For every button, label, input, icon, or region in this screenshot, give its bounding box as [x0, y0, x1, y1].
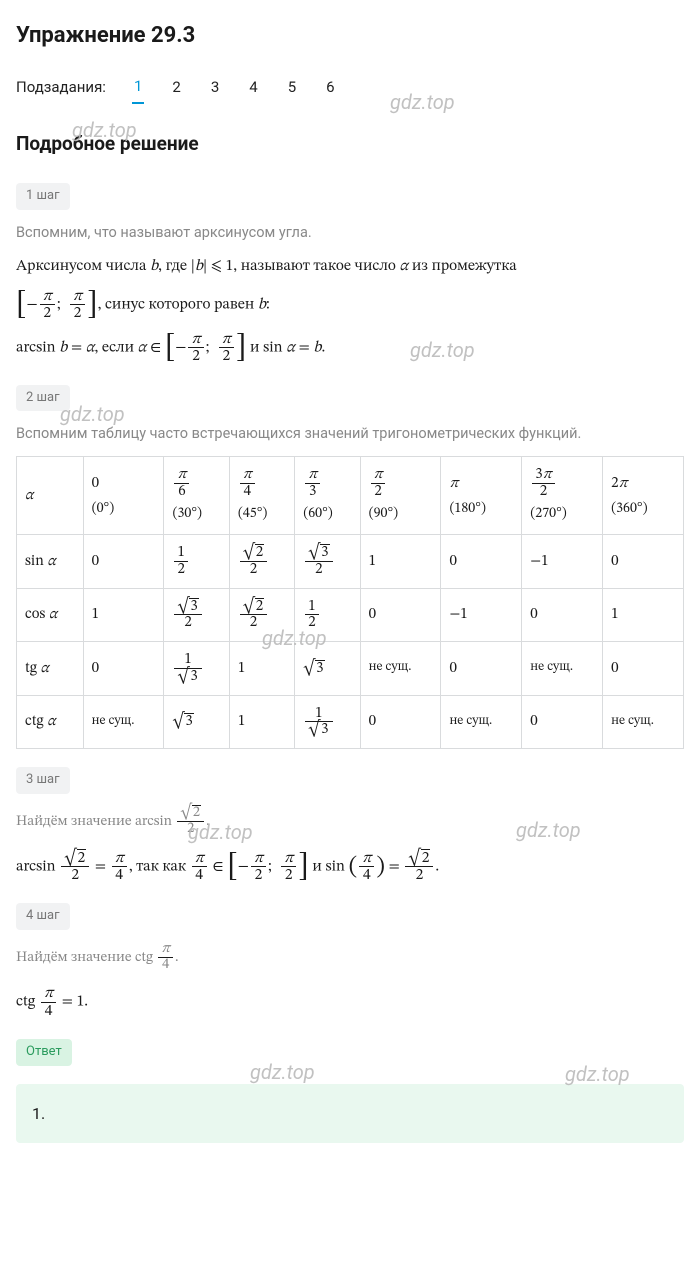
table-cell: 0	[441, 535, 522, 589]
table-row: tg α 0 13 1 3 не сущ. 0 не сущ. 0	[17, 642, 684, 696]
table-cell: 0	[360, 588, 441, 642]
step-intro: Вспомним таблицу часто встречающихся зна…	[16, 423, 684, 444]
table-cell: 1	[603, 588, 684, 642]
table-cell: π4(45°)	[229, 457, 294, 535]
step-body-line: ctg π4 = 1.	[16, 985, 684, 1019]
table-cell: 1	[83, 588, 164, 642]
table-cell: 13	[295, 695, 360, 749]
table-row: ctg α не сущ. 3 1 13 0 не сущ. 0 не сущ.	[17, 695, 684, 749]
table-cell: 3π2(270°)	[522, 457, 603, 535]
table-cell: не сущ.	[83, 695, 164, 749]
subtask-5[interactable]: 5	[286, 73, 298, 103]
table-cell: 0	[83, 642, 164, 696]
step-body-line: arcsin b = α, если α ∈ [−π2; π2] и sin α…	[16, 331, 684, 365]
table-row: sin α 0 12 22 32 1 0 −1 0	[17, 535, 684, 589]
subtasks-nav: Подзадания: 1 2 3 4 5 6	[16, 72, 684, 104]
table-cell: ctg α	[17, 695, 84, 749]
step-badge: 1 шаг	[16, 183, 70, 210]
table-cell: не сущ.	[522, 642, 603, 696]
table-cell: 1	[229, 695, 294, 749]
subtask-1[interactable]: 1	[132, 72, 144, 104]
table-cell: 3	[164, 695, 229, 749]
table-cell: не сущ.	[441, 695, 522, 749]
step-1: 1 шаг Вспомним, что называют арксинусом …	[16, 173, 684, 364]
table-row: α 0(0°) π6(30°) π4(45°) π3(60°) π2(90°) …	[17, 457, 684, 535]
solution-title: Подробное решение	[16, 130, 684, 158]
table-cell: 0	[441, 642, 522, 696]
step-body-line: arcsin 22 = π4, так как π4 ∈ [−π2; π2] и…	[16, 850, 684, 884]
table-cell: 1	[360, 535, 441, 589]
step-2: 2 шаг Вспомним таблицу часто встречающих…	[16, 375, 684, 750]
table-cell: 2π(360°)	[603, 457, 684, 535]
subtask-3[interactable]: 3	[209, 73, 221, 103]
step-intro: Найдём значение arcsin 22.	[16, 806, 684, 837]
table-cell: π6(30°)	[164, 457, 229, 535]
step-badge: 3 шаг	[16, 767, 70, 794]
table-cell: π3(60°)	[295, 457, 360, 535]
table-cell: 0	[360, 695, 441, 749]
table-cell: 22	[229, 588, 294, 642]
answer-section: Ответ 1.	[16, 1029, 684, 1143]
table-cell: sin α	[17, 535, 84, 589]
table-cell: 1	[229, 642, 294, 696]
table-cell: π(180°)	[441, 457, 522, 535]
answer-badge: Ответ	[16, 1039, 72, 1066]
table-cell: 0	[603, 642, 684, 696]
step-intro: Найдём значение ctg π4.	[16, 942, 684, 973]
table-cell: cos α	[17, 588, 84, 642]
table-cell: 32	[164, 588, 229, 642]
step-4: 4 шаг Найдём значение ctg π4. ctg π4 = 1…	[16, 893, 684, 1019]
table-cell: 13	[164, 642, 229, 696]
step-badge: 2 шаг	[16, 385, 70, 412]
step-body-line: [−π2; π2], синус которого равен b:	[16, 288, 684, 322]
table-cell: 0	[603, 535, 684, 589]
subtask-2[interactable]: 2	[170, 73, 182, 103]
table-cell: 0	[522, 588, 603, 642]
table-cell: 0(0°)	[83, 457, 164, 535]
table-cell: −1	[522, 535, 603, 589]
step-intro: Вспомним, что называют арксинусом угла.	[16, 222, 684, 243]
exercise-title: Упражнение 29.3	[16, 20, 684, 52]
table-cell: 0	[83, 535, 164, 589]
table-cell: −1	[441, 588, 522, 642]
table-cell: не сущ.	[603, 695, 684, 749]
step-3: 3 шаг Найдём значение arcsin 22. arcsin …	[16, 757, 684, 883]
subtask-4[interactable]: 4	[247, 73, 259, 103]
trig-values-table: α 0(0°) π6(30°) π4(45°) π3(60°) π2(90°) …	[16, 456, 684, 749]
table-cell: 0	[522, 695, 603, 749]
table-cell: tg α	[17, 642, 84, 696]
step-body-line: Арксинусом числа b, где |b| ⩽ 1, называю…	[16, 255, 684, 277]
table-cell: π2(90°)	[360, 457, 441, 535]
table-cell: 12	[295, 588, 360, 642]
subtasks-label: Подзадания:	[16, 77, 106, 99]
table-cell: не сущ.	[360, 642, 441, 696]
table-cell: 12	[164, 535, 229, 589]
table-cell: α	[17, 457, 84, 535]
table-cell: 22	[229, 535, 294, 589]
subtask-6[interactable]: 6	[324, 73, 336, 103]
table-cell: 32	[295, 535, 360, 589]
answer-box: 1.	[16, 1084, 684, 1143]
step-badge: 4 шаг	[16, 903, 70, 930]
table-row: cos α 1 32 22 12 0 −1 0 1	[17, 588, 684, 642]
table-cell: 3	[295, 642, 360, 696]
